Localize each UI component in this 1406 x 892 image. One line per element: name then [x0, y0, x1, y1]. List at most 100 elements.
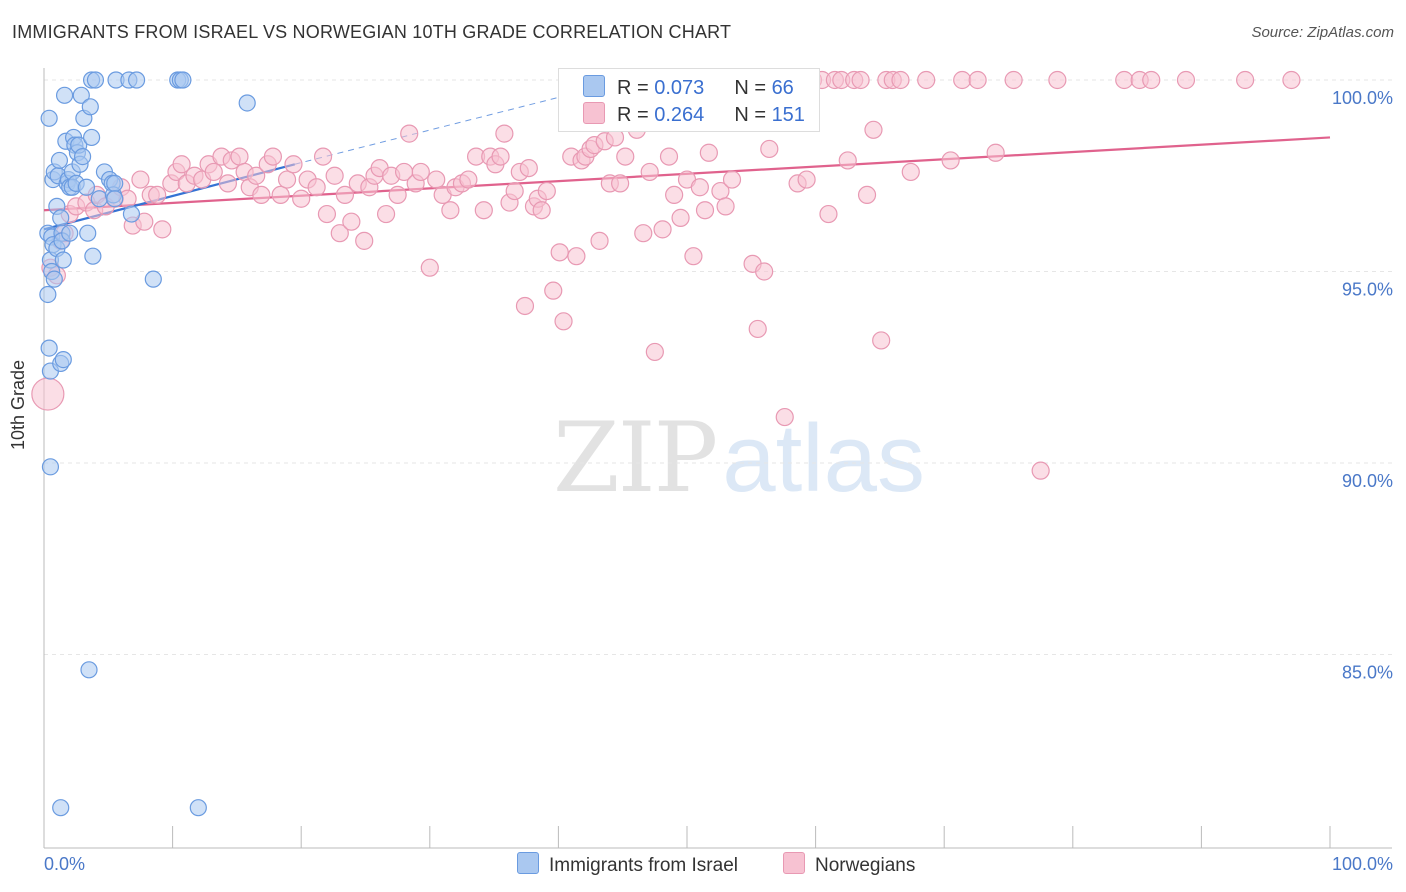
norwegians-point: [690, 178, 709, 197]
norwegians-point: [271, 185, 290, 204]
norwegians-points: [31, 70, 1301, 480]
israel-point: [52, 799, 70, 817]
norwegians-point: [722, 170, 742, 189]
norwegians-point: [665, 185, 684, 204]
norwegians-point: [31, 377, 65, 411]
israel-point: [238, 94, 256, 112]
israel-point: [40, 109, 58, 127]
israel-r-label: R =: [617, 77, 655, 99]
norwegians-r-value: 0.264: [654, 104, 705, 126]
norwegians-point: [474, 201, 493, 220]
norwegians-point: [148, 185, 167, 204]
norwegians-point: [519, 158, 538, 178]
norwegians-point: [550, 243, 569, 262]
norwegians-point: [317, 204, 337, 224]
norwegians-point: [427, 170, 446, 189]
norwegians-point: [355, 231, 374, 250]
norwegians-point: [986, 143, 1005, 162]
norwegians-point: [325, 166, 344, 185]
norwegians-point: [263, 147, 283, 166]
norwegians-point: [554, 312, 573, 331]
norwegians-n-value: 151: [771, 104, 805, 126]
norwegians-point: [330, 224, 349, 243]
norwegians-point: [797, 170, 816, 189]
norwegians-point: [748, 319, 767, 339]
israel-points: [39, 71, 256, 817]
norwegians-n-label: N =: [734, 104, 772, 126]
norwegians-point: [277, 170, 297, 189]
norwegians-point: [1115, 70, 1134, 90]
norwegians-point: [420, 258, 439, 277]
norwegians-point: [307, 178, 326, 197]
norwegians-point: [532, 201, 551, 220]
norwegians-point: [1031, 461, 1050, 480]
y-tick-label: 90.0%: [1342, 471, 1393, 491]
norwegians-point: [864, 120, 883, 139]
israel-point: [39, 285, 57, 304]
israel-point: [106, 174, 124, 193]
norwegians-point: [388, 185, 407, 204]
israel-point: [54, 251, 72, 269]
norwegians-point: [671, 208, 690, 227]
norwegians-point: [590, 231, 609, 250]
norwegians-point: [1282, 70, 1301, 90]
israel-point: [82, 128, 101, 147]
norwegians-point: [247, 166, 266, 185]
norwegians-point: [131, 170, 150, 189]
x-tick-label-max: 100.0%: [1332, 854, 1393, 874]
norwegians-swatch: [583, 102, 605, 124]
israel-swatch: [583, 75, 605, 97]
norwegians-point: [968, 70, 987, 90]
norwegians-point: [376, 204, 396, 224]
norwegians-point: [716, 197, 735, 216]
israel-point: [79, 224, 97, 242]
watermark: ZIPatlas: [553, 402, 925, 514]
israel-trend-extension: [294, 87, 598, 165]
israel-n-label: N =: [734, 77, 772, 99]
israel-point: [61, 224, 79, 242]
norwegians-point: [342, 212, 361, 231]
norwegians-point: [872, 331, 891, 350]
israel-point: [122, 205, 141, 223]
legend-row-norwegians: R = 0.264 N = 151: [583, 102, 805, 128]
norwegians-point: [653, 220, 672, 239]
norwegians-point: [941, 151, 960, 170]
norwegians-point: [400, 124, 419, 143]
norwegians-point: [335, 185, 355, 204]
norwegians-point: [515, 296, 535, 316]
israel-point: [80, 661, 98, 679]
legend-item-israel: Immigrants from Israel: [517, 852, 738, 877]
norwegians-point: [1004, 70, 1023, 90]
israel-point: [55, 86, 74, 104]
israel-r-value: 0.073: [654, 77, 705, 99]
norwegians-point: [755, 262, 774, 281]
legend-norwegians-label: Norwegians: [815, 855, 916, 876]
norwegians-point: [901, 162, 920, 182]
israel-point: [81, 98, 99, 116]
norwegians-point: [760, 139, 779, 159]
norwegians-point: [1048, 70, 1067, 90]
source-credit: Source: ZipAtlas.com: [1251, 24, 1394, 41]
norwegians-point: [953, 70, 972, 90]
legend-israel-swatch: [517, 852, 539, 874]
norwegians-point: [684, 247, 703, 266]
norwegians-point: [851, 70, 870, 90]
norwegians-point: [611, 174, 630, 193]
norwegians-point: [775, 407, 794, 427]
y-tick-label: 85.0%: [1342, 663, 1393, 683]
y-tick-label: 95.0%: [1342, 280, 1393, 300]
norwegians-point: [204, 162, 223, 182]
norwegians-point: [495, 124, 514, 143]
norwegians-point: [491, 147, 510, 166]
norwegians-point: [659, 147, 679, 166]
israel-point: [106, 190, 124, 208]
israel-point: [52, 209, 70, 227]
israel-point: [127, 71, 146, 89]
legend-norwegians-swatch: [783, 852, 805, 874]
norwegians-point: [1236, 70, 1255, 90]
norwegians-point: [699, 143, 718, 162]
x-tick-label-min: 0.0%: [44, 854, 85, 874]
norwegians-point: [505, 181, 524, 201]
israel-point: [54, 350, 72, 369]
